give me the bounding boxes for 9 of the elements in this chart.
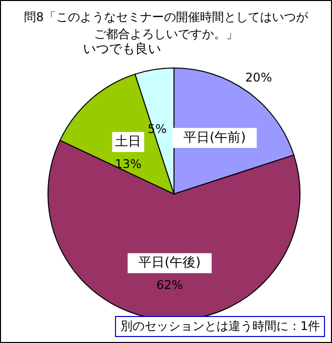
slice-label: 土日 [115,134,142,150]
slice-label: 平日(午前) [184,130,246,146]
slice-label: 平日(午後) [138,256,201,271]
text: 別のセッションとは違う時間に：1件 [115,316,325,337]
data-label: 20% [245,70,272,84]
data-label: 13% [114,157,142,172]
slice-label: いつでも良い [83,42,162,58]
data-label: 62% [156,278,183,292]
chart-title: 問8「このようなセミナーの開催時間としてはいつがご都合よろしいですか。」 [23,9,309,42]
